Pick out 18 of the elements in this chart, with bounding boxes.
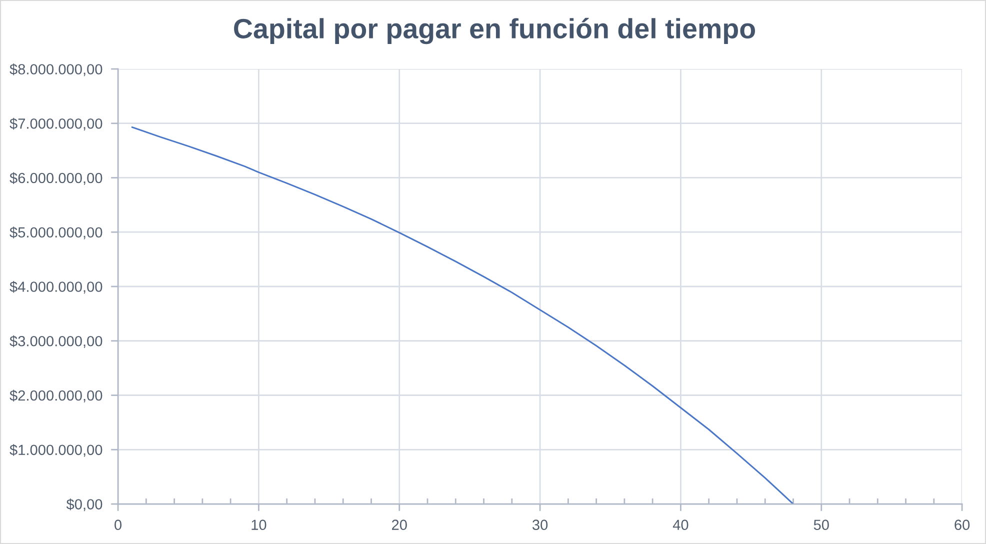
x-tick-label: 10 [252,520,266,530]
x-tick-label: 60 [954,520,970,530]
chart-title: Capital por pagar en función del tiempo [234,18,756,44]
y-tick-label: $8.000.000,00 [10,63,102,76]
y-tick-label: $0,00 [66,498,102,512]
y-tick-label: $3.000.000,00 [10,335,102,348]
y-tick-label: $2.000.000,00 [10,390,102,402]
y-tick-label: $4.000.000,00 [10,280,102,294]
y-tick-label: $6.000.000,00 [10,172,102,185]
x-tick-label: 40 [672,520,688,530]
x-tick-label: 50 [814,520,829,530]
x-tick-label: 0 [114,520,122,530]
x-tick-label: 20 [392,520,407,530]
line-series [131,126,794,504]
y-tick-label: $1.000.000,00 [10,444,102,457]
y-tick-label: $7.000.000,00 [10,118,102,131]
x-tick-label: 30 [532,520,548,530]
y-tick-label: $5.000.000,00 [10,226,102,240]
